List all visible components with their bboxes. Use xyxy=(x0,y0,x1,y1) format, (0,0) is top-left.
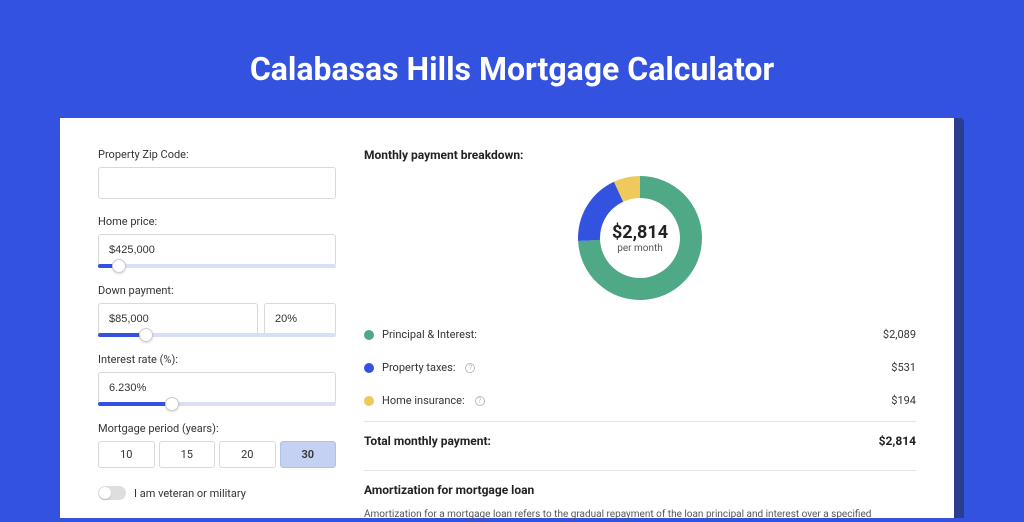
down-payment-slider-thumb[interactable] xyxy=(139,328,153,342)
line-item-amount: $531 xyxy=(891,361,916,374)
amortization-text: Amortization for a mortgage loan refers … xyxy=(364,507,916,522)
amortization-section: Amortization for mortgage loan Amortizat… xyxy=(364,470,916,522)
breakdown-title: Monthly payment breakdown: xyxy=(364,148,916,162)
interest-rate-field: Interest rate (%): xyxy=(98,353,336,406)
line-item: Principal & Interest: $2,089 xyxy=(364,318,916,351)
zip-input[interactable] xyxy=(98,167,336,199)
info-icon[interactable]: ? xyxy=(475,396,485,406)
line-items: Principal & Interest: $2,089 Property taxe… xyxy=(364,318,916,417)
zip-field: Property Zip Code: xyxy=(98,148,336,199)
line-item-label: Home insurance: xyxy=(382,394,465,407)
veteran-row: I am veteran or military xyxy=(98,486,336,500)
home-price-slider-thumb[interactable] xyxy=(112,259,126,273)
breakdown-panel: Monthly payment breakdown: $2,814 per mo… xyxy=(364,148,916,518)
down-payment-pct-input[interactable] xyxy=(264,303,336,335)
home-price-slider[interactable] xyxy=(98,264,336,268)
line-item: Home insurance:? $194 xyxy=(364,384,916,417)
interest-rate-slider-thumb[interactable] xyxy=(165,397,179,411)
total-amount: $2,814 xyxy=(879,434,916,448)
page-title: Calabasas Hills Mortgage Calculator xyxy=(60,50,964,88)
home-price-label: Home price: xyxy=(98,215,336,228)
line-item-amount: $2,089 xyxy=(883,328,916,341)
donut-center: $2,814 per month xyxy=(612,222,668,254)
period-label: Mortgage period (years): xyxy=(98,422,336,435)
down-payment-label: Down payment: xyxy=(98,284,336,297)
zip-label: Property Zip Code: xyxy=(98,148,336,161)
interest-rate-slider[interactable] xyxy=(98,402,336,406)
down-payment-field: Down payment: xyxy=(98,284,336,337)
interest-rate-input[interactable] xyxy=(98,372,336,404)
period-btn-20[interactable]: 20 xyxy=(219,441,276,468)
calculator-card: Property Zip Code: Home price: Down paym… xyxy=(60,118,954,518)
period-btn-15[interactable]: 15 xyxy=(159,441,216,468)
info-icon[interactable]: ? xyxy=(465,363,475,373)
veteran-label: I am veteran or military xyxy=(134,487,246,500)
amortization-title: Amortization for mortgage loan xyxy=(364,483,916,497)
interest-rate-label: Interest rate (%): xyxy=(98,353,336,366)
period-buttons: 10152030 xyxy=(98,441,336,468)
period-btn-30[interactable]: 30 xyxy=(280,441,337,468)
line-item-label: Property taxes: xyxy=(382,361,455,374)
down-payment-slider[interactable] xyxy=(98,333,336,337)
donut-amount: $2,814 xyxy=(612,222,668,243)
total-label: Total monthly payment: xyxy=(364,434,491,448)
total-row: Total monthly payment: $2,814 xyxy=(364,421,916,460)
line-item-amount: $194 xyxy=(891,394,916,407)
down-payment-input[interactable] xyxy=(98,303,258,335)
veteran-toggle[interactable] xyxy=(98,486,126,500)
legend-dot xyxy=(364,396,374,406)
period-btn-10[interactable]: 10 xyxy=(98,441,155,468)
legend-dot xyxy=(364,363,374,373)
inputs-panel: Property Zip Code: Home price: Down paym… xyxy=(98,148,336,518)
line-item: Property taxes:? $531 xyxy=(364,351,916,384)
period-field: Mortgage period (years): 10152030 xyxy=(98,422,336,468)
donut-sub: per month xyxy=(612,243,668,254)
home-price-input[interactable] xyxy=(98,234,336,266)
home-price-field: Home price: xyxy=(98,215,336,268)
line-item-label: Principal & Interest: xyxy=(382,328,477,341)
card-shadow: Property Zip Code: Home price: Down paym… xyxy=(60,118,964,518)
legend-dot xyxy=(364,330,374,340)
donut-chart: $2,814 per month xyxy=(364,176,916,300)
